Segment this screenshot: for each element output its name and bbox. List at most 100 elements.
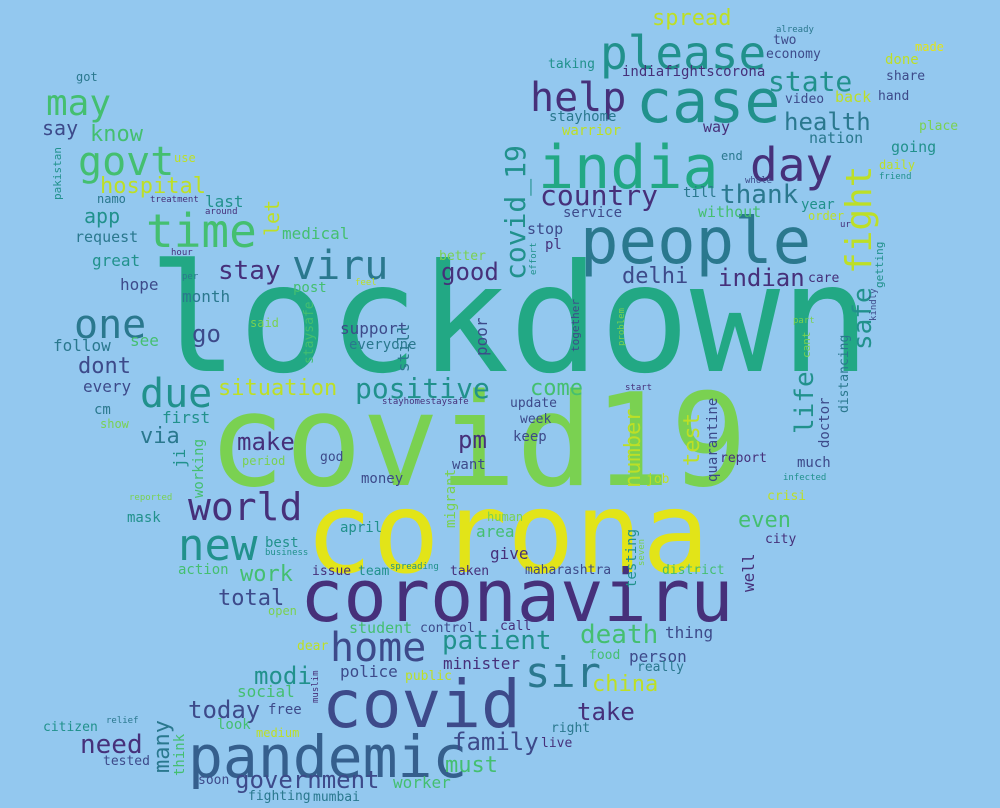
word-made: made: [915, 40, 944, 54]
word-taken: taken: [450, 564, 490, 579]
word-really: really: [637, 660, 684, 675]
word-seven: seven: [637, 538, 647, 566]
word-whole: whole: [745, 176, 773, 186]
word-keep: keep: [513, 429, 547, 445]
word-problem: problem: [617, 308, 627, 346]
word-warrior: warrior: [562, 123, 622, 139]
word-better: better: [439, 249, 486, 264]
word-city: city: [765, 532, 797, 547]
word-delhi: delhi: [622, 264, 689, 289]
word-want: want: [452, 457, 486, 473]
word-doctor: doctor: [817, 397, 833, 448]
word-spreading: spreading: [390, 562, 439, 572]
word-cm: cm: [94, 402, 111, 418]
word-say: say: [42, 116, 79, 140]
word-two: two: [773, 33, 797, 48]
word-distancing: distancing: [837, 334, 852, 413]
word-reported: reported: [129, 493, 173, 503]
word-even: even: [738, 508, 791, 533]
word-govt: govt: [78, 139, 175, 185]
word-many: many: [150, 720, 175, 773]
word-let: let: [260, 199, 284, 236]
word-maharashtra: maharashtra: [525, 563, 612, 578]
word-right: right: [551, 721, 591, 736]
word-covid_19: covid_19: [499, 145, 532, 280]
word-daily: daily: [879, 158, 916, 172]
word-taking: taking: [548, 57, 595, 72]
word-first: first: [162, 408, 211, 427]
word-stop: stop: [527, 220, 564, 238]
word-see: see: [130, 331, 159, 350]
word-hospital: hospital: [100, 174, 206, 199]
word-may: may: [46, 83, 112, 124]
word-health: health: [784, 108, 871, 136]
word-call: call: [500, 619, 532, 634]
word-together: together: [569, 299, 582, 352]
word-world: world: [188, 485, 303, 529]
word-feel: feel: [355, 278, 377, 288]
word-without: without: [698, 203, 762, 221]
word-due: due: [140, 371, 213, 417]
word-end: end: [721, 149, 743, 163]
word-ur: ur: [840, 220, 851, 230]
word-day: day: [750, 138, 834, 192]
word-corona: corona: [305, 469, 710, 599]
word-via: via: [140, 424, 180, 449]
word-government: government: [235, 766, 380, 794]
word-use: use: [174, 151, 196, 165]
word-follow: follow: [53, 336, 111, 355]
word-part: part: [793, 316, 815, 326]
word-done: done: [885, 52, 919, 68]
word-staysafe: staysafe: [302, 301, 317, 364]
word-come: come: [530, 376, 583, 401]
word-worker: worker: [393, 773, 451, 792]
word-make: make: [237, 428, 295, 456]
word-pandemic: pandemic: [188, 723, 468, 791]
word-people: people: [580, 205, 812, 279]
word-everyone: everyone: [349, 337, 417, 353]
word-money: money: [361, 471, 404, 487]
word-pm: pm: [458, 426, 487, 454]
word-person: person: [629, 647, 687, 666]
word-already: already: [776, 25, 814, 35]
word-april: april: [340, 520, 383, 536]
word-friend: friend: [879, 172, 912, 182]
word-human: human: [487, 510, 524, 524]
word-stay: stay: [218, 256, 281, 286]
word-going: going: [891, 138, 937, 156]
word-life: life: [790, 371, 820, 434]
word-well: well: [739, 553, 758, 592]
word-week: week: [520, 412, 552, 427]
word-mask: mask: [127, 510, 161, 526]
word-case: case: [636, 67, 781, 137]
word-cant: cant: [800, 331, 813, 359]
word-request: request: [75, 228, 139, 246]
word-hand: hand: [878, 89, 910, 104]
word-muslim: muslim: [311, 670, 321, 703]
word-relief: relief: [106, 716, 139, 726]
word-fighting: fighting: [248, 789, 311, 804]
word-infected: infected: [783, 473, 827, 483]
word-test: test: [680, 413, 705, 466]
word-thing: thing: [665, 623, 714, 642]
word-indiafightscorona: indiafightscorona: [622, 64, 766, 80]
word-namo: namo: [97, 192, 126, 206]
word-video: video: [785, 92, 825, 107]
word-medical: medical: [282, 224, 350, 243]
word-family: family: [452, 728, 539, 756]
word-need: need: [80, 730, 143, 760]
word-great: great: [92, 251, 141, 270]
word-working: working: [191, 438, 207, 498]
word-viru: viru: [292, 243, 389, 289]
word-way: way: [703, 118, 731, 136]
word-said: said: [250, 316, 279, 330]
word-dont: dont: [78, 354, 131, 379]
word-open: open: [268, 604, 297, 618]
word-spread: spread: [652, 6, 732, 31]
word-year: year: [801, 197, 835, 213]
word-dear: dear: [297, 639, 329, 654]
word-still: still: [394, 323, 413, 372]
word-stayhome: stayhome: [549, 109, 617, 125]
word-covid19: covid19: [208, 367, 748, 516]
word-pakistan: pakistan: [51, 147, 64, 200]
